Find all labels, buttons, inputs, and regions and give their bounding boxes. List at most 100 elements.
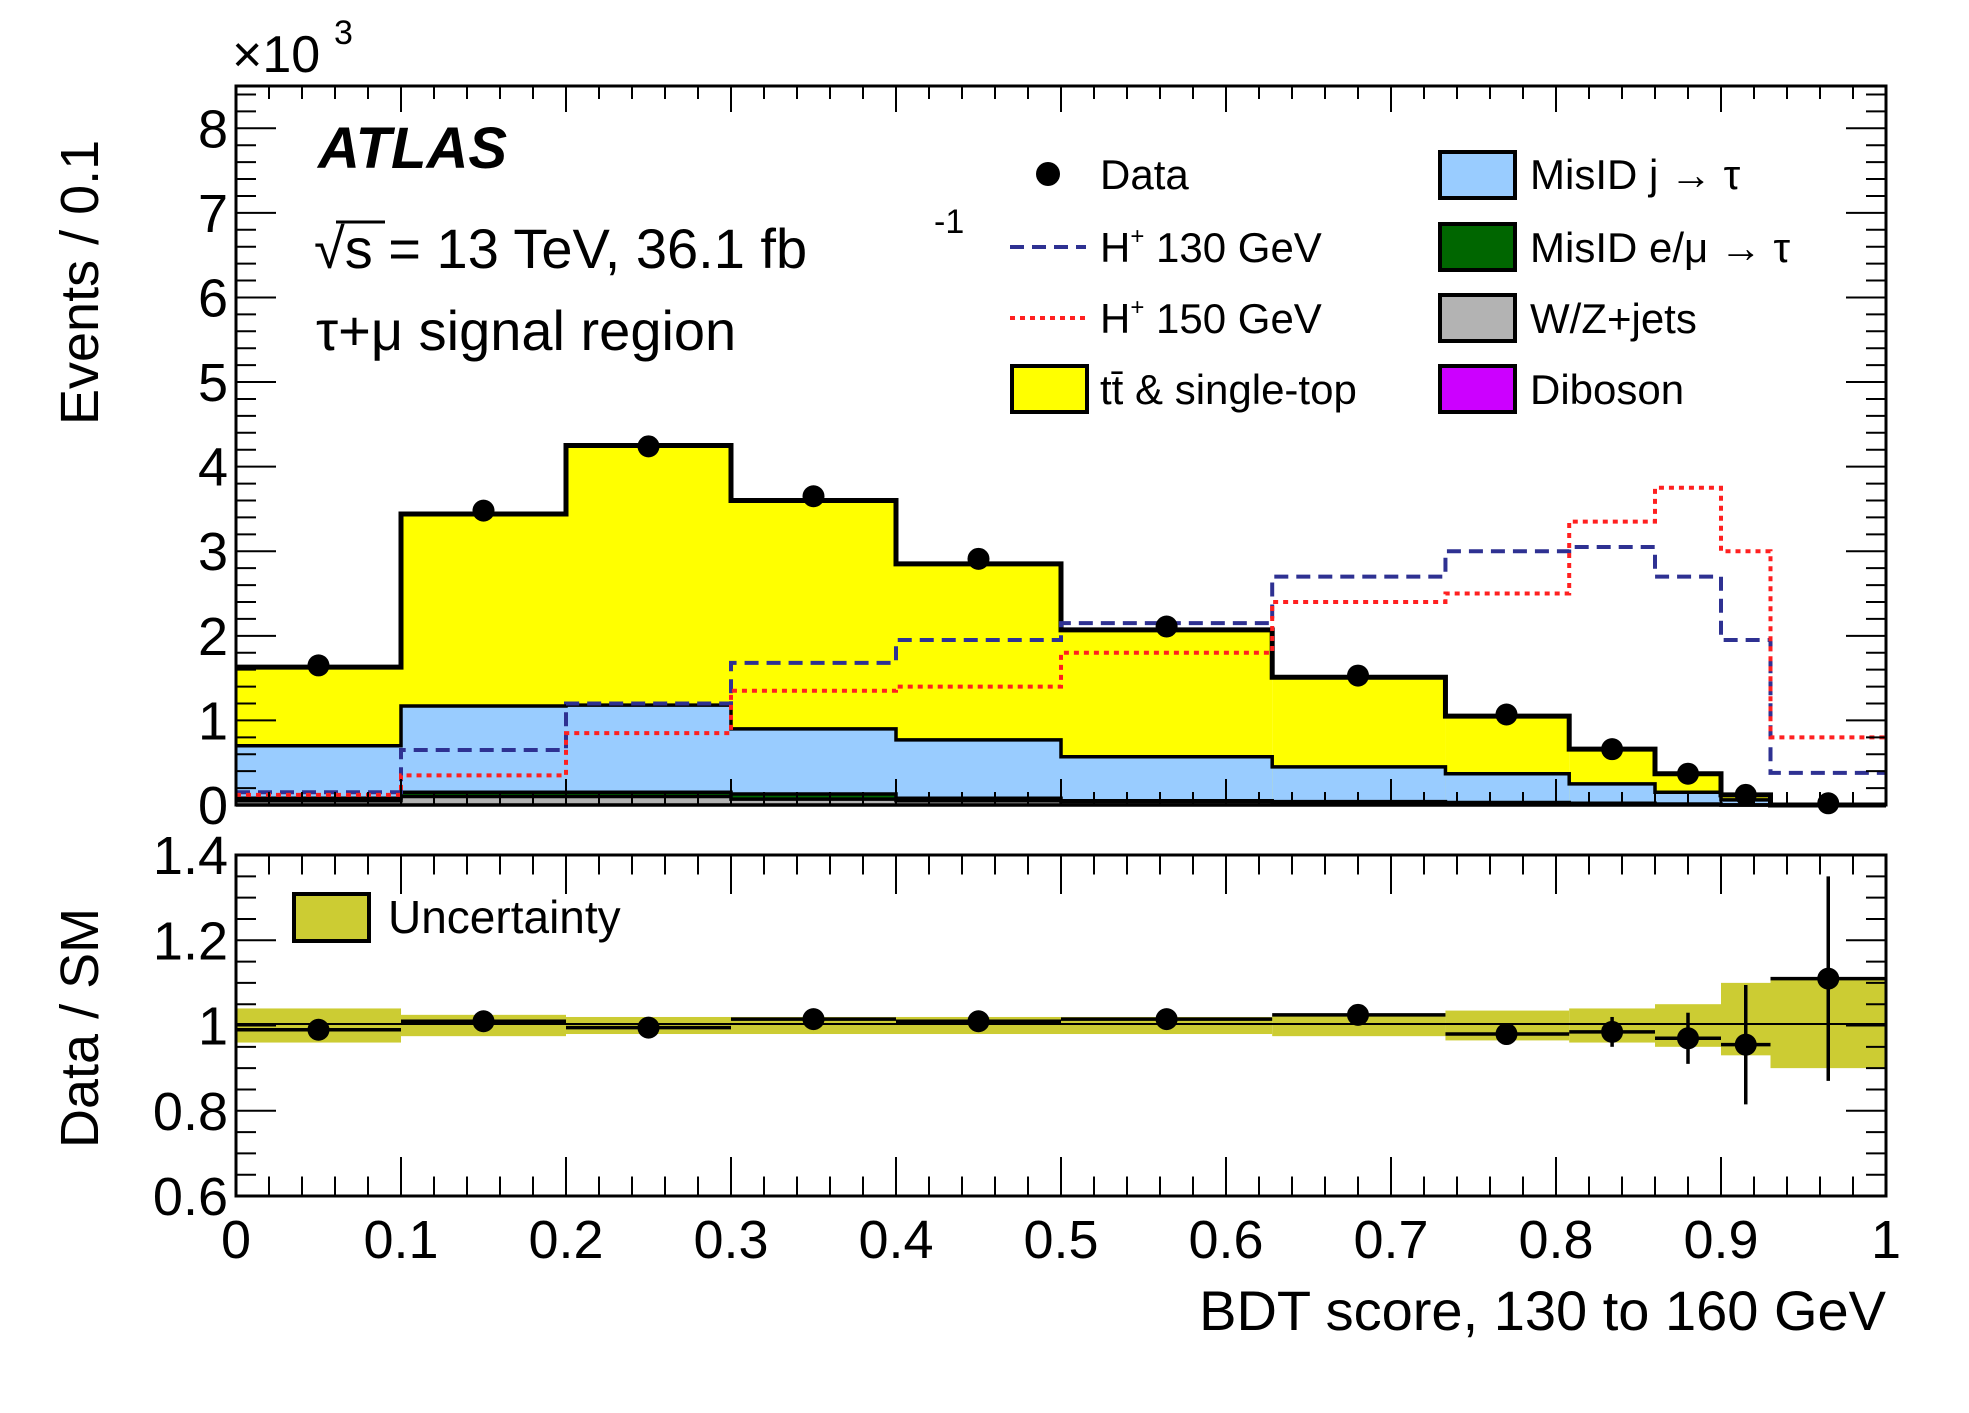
region-label: τ+μ signal region (316, 299, 736, 362)
main-ytick-label-2: 2 (198, 607, 228, 667)
ratio-point-9 (1677, 1027, 1699, 1050)
misid-j-bar-8 (1569, 783, 1655, 805)
ratio-point-1 (472, 1010, 495, 1033)
ratio-point-0 (307, 1018, 330, 1041)
ratio-point-7 (1495, 1023, 1518, 1046)
ttbar-outline (236, 443, 1886, 808)
legend-ttbar-label: tt̄ & single-top (1100, 366, 1357, 413)
ratio-point-8 (1601, 1020, 1624, 1043)
legend-h130-plus: + (1130, 223, 1144, 250)
y-axis-title-main: Events / 0.1 (50, 140, 110, 425)
ratio-point-11 (1817, 967, 1840, 990)
xtick-label-0.4: 0.4 (858, 1210, 933, 1270)
wz-jets-bar-0 (236, 800, 401, 805)
legend-misidemu-label: MisID e/μ → τ (1530, 224, 1791, 271)
legend-wz-label: W/Z+jets (1530, 295, 1697, 342)
xtick-label-0.3: 0.3 (693, 1210, 768, 1270)
wz-jets-bar-3 (731, 799, 896, 805)
main-ytick-label-0: 0 (198, 776, 228, 836)
xtick-label-0.2: 0.2 (528, 1210, 603, 1270)
main-y-tick-labels: 0 1 2 3 4 5 6 7 8 (198, 99, 228, 836)
ratio-ytick-label-0.8: 0.8 (153, 1082, 228, 1142)
signal-h150-line (236, 485, 1886, 797)
main-ytick-label-8: 8 (198, 99, 228, 159)
ratio-point-3 (802, 1008, 825, 1031)
data-point-9 (1677, 762, 1699, 785)
legend-diboson-swatch (1438, 364, 1517, 414)
xtick-label-1: 1 (1871, 1210, 1901, 1270)
legend-misidemu-swatch (1438, 222, 1517, 272)
data-point-7 (1495, 703, 1518, 726)
ratio-point-10 (1734, 1033, 1757, 1056)
legend-h130-rest: 130 GeV (1144, 224, 1321, 271)
scale-exponent: 3 (334, 14, 353, 52)
data-point-10 (1734, 783, 1757, 806)
main-ytick-label-4: 4 (198, 438, 228, 498)
legend-h130-label: H+ 130 GeV (1100, 223, 1322, 271)
ratio-point-5 (1155, 1008, 1178, 1031)
lumi-exponent: -1 (934, 203, 964, 241)
data-points (307, 435, 1840, 815)
signal-h130-line (236, 545, 1886, 795)
wz-jets-bar-2 (566, 796, 731, 805)
y-axis-title-ratio: Data / SM (50, 908, 110, 1148)
ratio-plot-frame (234, 853, 1888, 1198)
xtick-label-0.7: 0.7 (1353, 1210, 1428, 1270)
xtick-label-0: 0 (221, 1210, 251, 1270)
legend-diboson-label: Diboson (1530, 366, 1684, 413)
legend-uncertainty-label: Uncertainty (388, 891, 621, 943)
data-point-6 (1347, 664, 1369, 687)
energy-label: √s = 13 TeV, 36.1 fb (314, 217, 807, 280)
legend-data-label: Data (1100, 151, 1189, 198)
experiment-label: ATLAS (316, 116, 507, 181)
misid-j-bar-4 (896, 739, 1061, 805)
xtick-label-0.5: 0.5 (1023, 1210, 1098, 1270)
legend-h150-h: H (1100, 295, 1130, 342)
data-point-11 (1817, 792, 1840, 815)
legend-ttbar-swatch (1010, 364, 1089, 414)
ratio-ytick-label-1.4: 1.4 (153, 826, 228, 886)
ratio-ytick-label-1.2: 1.2 (153, 911, 228, 971)
main-plot-frame (234, 84, 1888, 807)
data-point-0 (307, 654, 330, 677)
main-ytick-label-1: 1 (198, 691, 228, 751)
ratio-ytick-label-1: 1 (198, 997, 228, 1057)
data-point-2 (637, 435, 660, 458)
legend-h130-h: H (1100, 224, 1130, 271)
data-point-1 (472, 499, 495, 522)
data-point-4 (967, 547, 990, 570)
main-ytick-label-5: 5 (198, 353, 228, 413)
xtick-label-0.6: 0.6 (1188, 1210, 1263, 1270)
wz-jets-bar-1 (401, 796, 566, 805)
data-point-5 (1155, 615, 1178, 638)
scale-label: ×10 (232, 26, 320, 84)
ratio-point-4 (967, 1010, 990, 1033)
misid-j-bar-2 (566, 705, 731, 805)
ratio-point-2 (637, 1016, 660, 1039)
legend-misidj-label: MisID j → τ (1530, 151, 1741, 198)
ratio-y-tick-labels: 0.6 0.8 1 1.2 1.4 (153, 826, 228, 1227)
signal-histograms (236, 485, 1886, 797)
main-ytick-label-3: 3 (198, 522, 228, 582)
legend-ttbar-rest: & single-top (1123, 366, 1356, 413)
ratio-ytick-label-0.6: 0.6 (153, 1167, 228, 1227)
ratio-point-6 (1347, 1003, 1369, 1026)
misid-j-bar-5 (1061, 756, 1273, 805)
legend-wz-swatch (1438, 293, 1517, 343)
data-point-3 (802, 485, 825, 508)
main-ytick-label-7: 7 (198, 184, 228, 244)
xtick-label-0.9: 0.9 (1683, 1210, 1758, 1270)
data-point-8 (1601, 738, 1624, 761)
xtick-label-0.1: 0.1 (363, 1210, 438, 1270)
main-ytick-label-6: 6 (198, 268, 228, 328)
wz-jets-bar-4 (896, 800, 1061, 805)
legend-h150-plus: + (1130, 294, 1144, 321)
main-stack-fills (236, 445, 1771, 805)
legend-h150-label: H+ 150 GeV (1100, 294, 1322, 342)
legend-data-marker (1036, 162, 1060, 186)
legend-ttbar-sym: tt̄ (1100, 366, 1124, 413)
misid-j-bar-7 (1445, 773, 1570, 805)
legend-h150-rest: 150 GeV (1144, 295, 1321, 342)
ratio-points (236, 876, 1886, 1105)
